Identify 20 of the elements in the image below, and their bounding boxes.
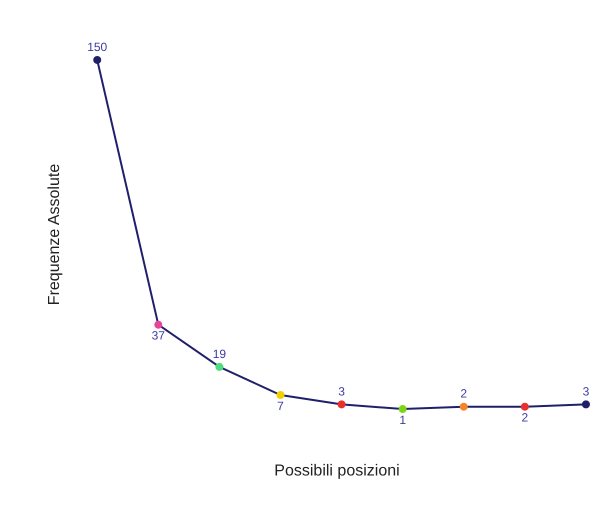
- data-label: 1: [399, 413, 406, 428]
- point: [276, 390, 284, 399]
- point: [154, 320, 162, 329]
- point: [338, 400, 346, 408]
- data-label: 3: [582, 384, 590, 398]
- data-label: 7: [277, 398, 284, 413]
- point: [460, 402, 468, 411]
- point: [582, 400, 590, 408]
- point: [520, 402, 529, 411]
- data-label: 2: [460, 386, 468, 401]
- x-axis-title: Possibili posizioni: [274, 462, 400, 480]
- y-axis-title: Frequenze Assolute: [46, 164, 63, 306]
- data-label: 150: [87, 40, 108, 54]
- point: [398, 405, 407, 414]
- data-label: 2: [522, 410, 529, 425]
- data-label: 19: [212, 346, 226, 361]
- data-label: 37: [152, 328, 166, 343]
- point: [215, 362, 224, 371]
- point: [93, 56, 102, 64]
- data-label: 3: [338, 384, 346, 398]
